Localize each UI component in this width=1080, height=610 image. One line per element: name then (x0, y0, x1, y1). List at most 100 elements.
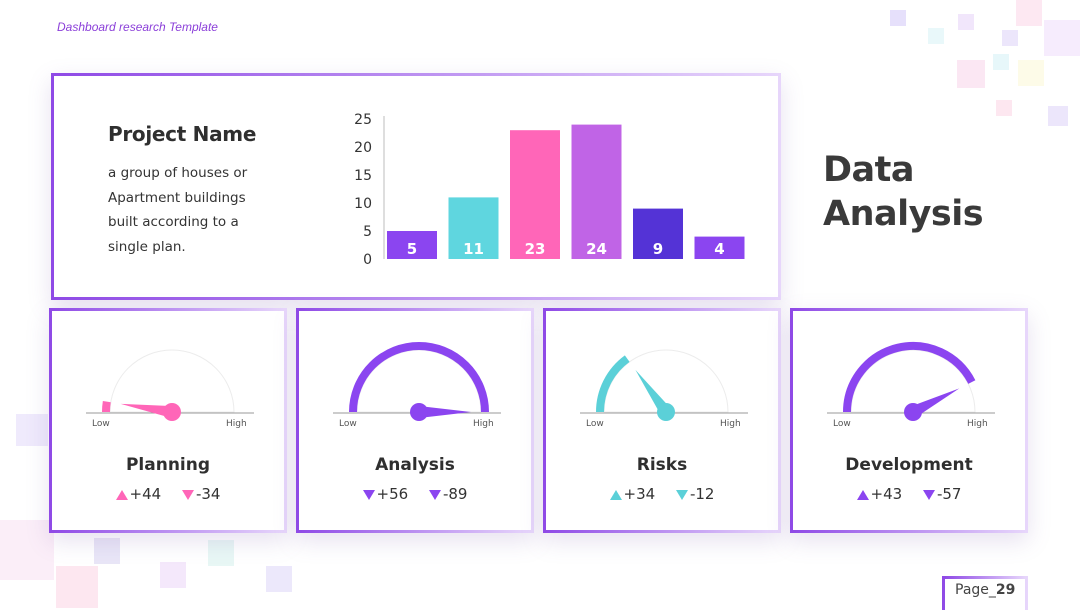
y-tick-label: 0 (363, 252, 372, 268)
bar (387, 231, 437, 259)
bar (571, 124, 622, 259)
gauge-low-label: Low (92, 419, 110, 429)
bar-data-label: 4 (714, 240, 724, 258)
stat-down: -57 (922, 485, 962, 503)
y-tick-label: 25 (354, 112, 372, 128)
y-tick-label: 20 (354, 140, 372, 156)
gauge-stats: +56 -89 (299, 485, 531, 503)
decor-square (266, 566, 292, 592)
decor-square (16, 414, 48, 446)
gauge-name: Development (845, 455, 973, 475)
decor-square (1016, 0, 1042, 26)
decor-square (1018, 60, 1044, 86)
decor-square (160, 562, 186, 588)
triangle-down-icon (675, 489, 688, 500)
bar-data-label: 24 (586, 240, 607, 258)
stat-down-value: -57 (936, 485, 962, 503)
gauge-arc (349, 342, 489, 413)
project-title: Project Name (108, 122, 257, 146)
decor-square (0, 520, 54, 580)
page-title-line1: Data (823, 150, 915, 190)
decor-square (928, 28, 944, 44)
gauge-card-development: Low High Development +43 -57 (790, 308, 1028, 533)
gauge-low-label: Low (339, 419, 357, 429)
stat-down-value: -89 (442, 485, 468, 503)
page-number-value: 29 (995, 582, 1016, 598)
gauge-stats: +34 -12 (546, 485, 778, 503)
page-title: Data Analysis (823, 148, 984, 236)
stat-up: +56 (362, 485, 409, 503)
gauge-hub (163, 403, 181, 421)
page-number: Page_29 (942, 576, 1028, 610)
decor-square (1044, 20, 1080, 56)
decor-square (208, 540, 234, 566)
y-tick-label: 5 (363, 224, 372, 240)
gauge-name: Planning (125, 455, 211, 475)
gauge-name: Analysis (375, 455, 455, 475)
gauge-stats: +44 -34 (52, 485, 284, 503)
gauge-high-label: High (473, 419, 494, 429)
gauge-face (603, 349, 729, 413)
bar (633, 208, 683, 259)
gauge-card-risks: Low High Risks +34 -12 (543, 308, 781, 533)
stat-up-value: +43 (870, 485, 903, 503)
decor-square (890, 10, 906, 26)
gauge-low-label: Low (833, 419, 851, 429)
gauge-high-label: High (226, 419, 247, 429)
gauge-arc (843, 342, 976, 413)
gauge-low-label: Low (586, 419, 604, 429)
triangle-down-icon (362, 489, 375, 500)
gauge-stats: +43 -57 (793, 485, 1025, 503)
gauge-hub (657, 403, 675, 421)
stat-up-value: +56 (376, 485, 409, 503)
gauge-development: Low High (827, 342, 995, 429)
gauge-needle (910, 388, 960, 418)
decor-square (996, 100, 1012, 116)
stat-down: -89 (428, 485, 468, 503)
gauge-high-label: High (720, 419, 741, 429)
gauge-needle (419, 406, 471, 418)
decor-square (957, 60, 985, 88)
page-title-line2: Analysis (823, 194, 984, 234)
template-label: Dashboard research Template (57, 20, 218, 34)
gauge-face (356, 349, 482, 413)
triangle-up-icon (609, 489, 622, 500)
gauge-hub (904, 403, 922, 421)
triangle-up-icon (856, 489, 869, 500)
bar-chart: 0 5 10 15 20 25 5 11 23 24 9 4 (354, 112, 745, 268)
triangle-up-icon (115, 489, 128, 500)
decor-square (56, 566, 98, 608)
decor-square (958, 14, 974, 30)
bar-data-label: 9 (653, 240, 663, 258)
gauge-risks: Low High (580, 349, 748, 429)
decor-square (993, 54, 1009, 70)
bar (694, 236, 745, 259)
stat-up-value: +34 (623, 485, 656, 503)
gauge-face (109, 349, 235, 413)
stat-down-value: -12 (689, 485, 715, 503)
project-description: a group of houses or Apartment buildings… (108, 165, 248, 255)
gauge-planning: Low High (86, 349, 254, 429)
bar-data-label: 5 (407, 240, 417, 258)
stat-up-value: +44 (129, 485, 162, 503)
stat-down-value: -34 (195, 485, 221, 503)
bar (510, 130, 560, 259)
gauge-hub (410, 403, 428, 421)
page-label: Page_ (955, 582, 996, 598)
bar-data-label: 11 (463, 240, 484, 258)
gauge-arc (596, 355, 630, 413)
y-tick-label: 15 (354, 168, 372, 184)
gauge-card-analysis: Low High Analysis +56 -89 (296, 308, 534, 533)
gauge-card-planning: Low High Planning +44 -34 (49, 308, 287, 533)
decor-square (1048, 106, 1068, 126)
stat-down: -34 (181, 485, 221, 503)
gauge-name: Risks (636, 455, 688, 475)
decor-square (94, 538, 120, 564)
stat-up: +43 (856, 485, 903, 503)
y-tick-label: 10 (354, 196, 372, 212)
gauge-high-label: High (967, 419, 988, 429)
gauge-needle (120, 403, 173, 418)
gauge-arc (101, 401, 111, 413)
stat-up: +44 (115, 485, 162, 503)
decor-square (1002, 30, 1018, 46)
